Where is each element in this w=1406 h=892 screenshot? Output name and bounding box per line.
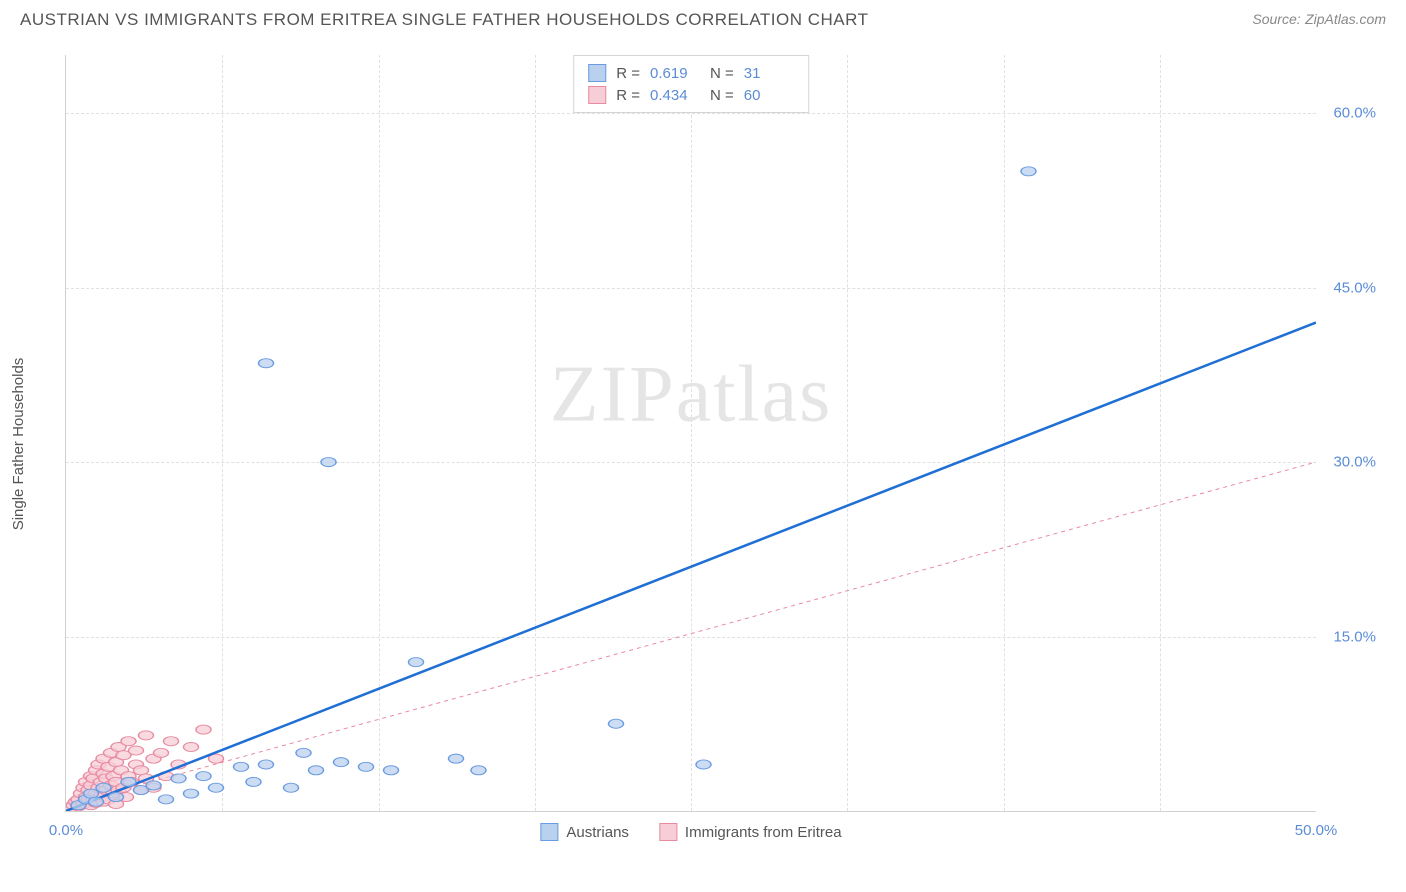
r-value-austrians: 0.619 [650, 65, 700, 82]
source: Source: ZipAtlas.com [1252, 11, 1386, 29]
data-point [259, 760, 274, 769]
data-point [234, 762, 249, 771]
y-tick-label: 30.0% [1333, 454, 1376, 471]
data-point [121, 777, 136, 786]
swatch-eritrea-icon [659, 823, 677, 841]
series-label-austrians: Austrians [566, 824, 629, 841]
data-point [196, 772, 211, 781]
r-label: R = [616, 65, 640, 82]
data-point [384, 766, 399, 775]
data-point [121, 737, 136, 746]
data-point [284, 783, 299, 792]
correlation-legend: R = 0.619 N = 31 R = 0.434 N = 60 [573, 55, 809, 113]
trend-line [66, 323, 1316, 811]
legend-item-eritrea: Immigrants from Eritrea [659, 823, 842, 841]
data-point [696, 760, 711, 769]
data-point [609, 719, 624, 728]
data-point [359, 762, 374, 771]
data-point [159, 795, 174, 804]
plot-area: ZIPatlas R = 0.619 N = 31 R = 0.434 N = … [65, 55, 1316, 812]
data-point [1021, 167, 1036, 176]
data-point [259, 359, 274, 368]
data-point [184, 742, 199, 751]
data-point [109, 793, 124, 802]
data-point [146, 781, 161, 790]
data-point [334, 758, 349, 767]
plot-svg [66, 55, 1316, 811]
data-point [209, 783, 224, 792]
r-value-eritrea: 0.434 [650, 87, 700, 104]
y-tick-label: 60.0% [1333, 105, 1376, 122]
swatch-austrians-icon [540, 823, 558, 841]
source-label: Source: [1252, 11, 1300, 27]
x-tick-label: 0.0% [49, 822, 83, 839]
series-label-eritrea: Immigrants from Eritrea [685, 824, 842, 841]
chart-container: Single Father Households ZIPatlas R = 0.… [20, 45, 1386, 842]
data-point [184, 789, 199, 798]
data-point [129, 746, 144, 755]
n-label: N = [710, 65, 734, 82]
y-tick-label: 45.0% [1333, 279, 1376, 296]
n-value-eritrea: 60 [744, 87, 794, 104]
data-point [196, 725, 211, 734]
data-point [89, 797, 104, 806]
data-point [96, 783, 111, 792]
chart-title: AUSTRIAN VS IMMIGRANTS FROM ERITREA SING… [20, 10, 869, 30]
legend-item-austrians: Austrians [540, 823, 629, 841]
series-legend: Austrians Immigrants from Eritrea [540, 823, 841, 841]
source-value: ZipAtlas.com [1305, 11, 1386, 27]
trend-line [66, 462, 1316, 805]
y-axis-label: Single Father Households [10, 357, 27, 530]
data-point [164, 737, 179, 746]
data-point [321, 458, 336, 467]
n-label: N = [710, 87, 734, 104]
n-value-austrians: 31 [744, 65, 794, 82]
y-tick-label: 15.0% [1333, 628, 1376, 645]
r-label: R = [616, 87, 640, 104]
data-point [409, 658, 424, 667]
legend-row-eritrea: R = 0.434 N = 60 [588, 84, 794, 106]
data-point [139, 731, 154, 740]
data-point [154, 748, 169, 757]
data-point [309, 766, 324, 775]
swatch-eritrea [588, 86, 606, 104]
data-point [171, 774, 186, 783]
legend-row-austrians: R = 0.619 N = 31 [588, 62, 794, 84]
x-tick-label: 50.0% [1295, 822, 1338, 839]
swatch-austrians [588, 64, 606, 82]
data-point [449, 754, 464, 763]
data-point [296, 748, 311, 757]
data-point [246, 777, 261, 786]
data-point [471, 766, 486, 775]
